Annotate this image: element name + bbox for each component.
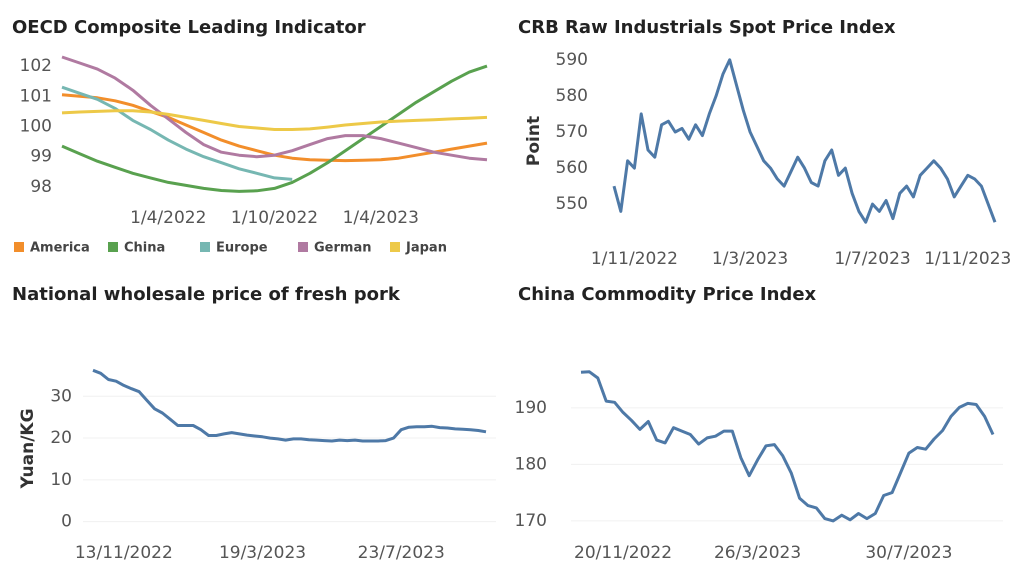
y-tick-label: 100 [20,116,52,136]
y-tick-label: 570 [556,122,588,142]
chart-title: OECD Composite Leading Indicator [12,17,366,38]
chart-title: China Commodity Price Index [518,284,817,305]
legend-label: Japan [405,241,447,256]
y-tick-label: 101 [20,86,52,106]
legend-swatch [390,242,400,252]
x-tick-label: 26/3/2023 [714,543,801,563]
legend-swatch [108,242,118,252]
x-tick-label: 19/3/2023 [219,543,306,563]
y-tick-label: 99 [30,147,52,167]
y-tick-label: 20 [50,428,72,448]
line [61,55,488,162]
chart-title: National wholesale price of fresh pork [12,284,401,305]
x-tick-label: 1/3/2023 [712,249,788,269]
y-axis-label: Point [524,116,544,166]
x-tick-label: 1/4/2023 [343,208,419,228]
legend-swatch [14,242,24,252]
y-tick-label: 550 [556,194,588,214]
x-tick-label: 30/7/2023 [865,543,952,563]
legend-label: America [30,241,90,256]
x-tick-label: 1/11/2022 [591,249,678,269]
x-tick-label: 23/7/2023 [358,543,445,563]
x-tick-label: 1/10/2022 [231,208,318,228]
y-tick-label: 170 [515,511,547,531]
legend-label: German [314,241,371,256]
line [61,64,488,193]
line [61,109,488,131]
x-tick-label: 13/11/2022 [75,543,173,563]
y-tick-label: 102 [20,56,52,76]
chart-title: CRB Raw Industrials Spot Price Index [518,17,896,38]
legend-label: China [124,241,165,256]
x-tick-label: 1/11/2023 [924,249,1011,269]
y-tick-label: 30 [50,386,72,406]
y-tick-label: 580 [556,86,588,106]
y-tick-label: 180 [515,454,547,474]
legend-swatch [200,242,210,252]
y-tick-label: 0 [61,512,72,532]
legend-label: Europe [216,241,268,256]
line [92,368,487,443]
y-axis-label: Yuan/KG [18,408,38,489]
x-tick-label: 20/11/2022 [574,543,672,563]
line [612,58,997,224]
y-tick-label: 190 [515,398,547,418]
y-tick-label: 590 [556,50,588,70]
line [580,370,995,523]
legend-swatch [298,242,308,252]
line [61,85,293,181]
x-tick-label: 1/4/2022 [130,208,206,228]
y-tick-label: 10 [50,470,72,490]
x-tick-label: 1/7/2023 [834,249,910,269]
y-tick-label: 98 [30,177,52,197]
y-tick-label: 560 [556,158,588,178]
